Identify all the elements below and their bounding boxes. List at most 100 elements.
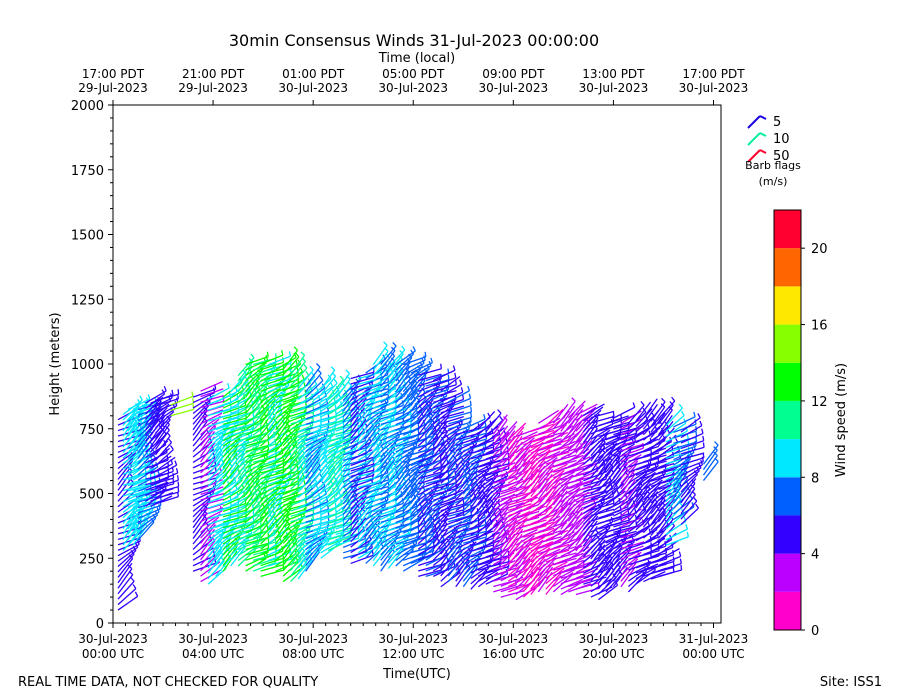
- wind-barb: [372, 380, 395, 393]
- wind-barb: [470, 549, 495, 558]
- wind-barb: [328, 429, 352, 437]
- wind-barb: [402, 388, 418, 409]
- wind-barb: [567, 494, 588, 511]
- wind-barb: [552, 575, 572, 593]
- wind-barb: [568, 456, 591, 468]
- wind-barb: [342, 489, 358, 510]
- wind-barb: [282, 539, 298, 561]
- wind-barb-flag: [679, 558, 682, 564]
- wind-barb-flag: [470, 412, 473, 418]
- wind-barb: [387, 541, 407, 559]
- wind-barb: [538, 541, 562, 550]
- wind-barb: [222, 435, 243, 453]
- wind-barb: [538, 523, 562, 533]
- wind-barb: [305, 380, 324, 398]
- wind-barb: [335, 465, 351, 486]
- wind-barb: [523, 512, 547, 522]
- wind-barb: [395, 415, 419, 426]
- wind-barb: [155, 411, 174, 429]
- wind-barb: [673, 455, 693, 471]
- wind-barb: [650, 401, 666, 422]
- wind-barb: [402, 506, 423, 523]
- barb-profile: [447, 385, 473, 583]
- wind-barb: [410, 550, 434, 559]
- wind-barb: [417, 399, 434, 420]
- wind-barb: [673, 441, 697, 450]
- wind-barb: [290, 472, 310, 490]
- wind-barb: [500, 528, 516, 549]
- wind-barb: [597, 557, 613, 579]
- wind-barb-flag: [288, 351, 292, 357]
- wind-barb: [312, 415, 337, 423]
- wind-barb: [590, 508, 615, 517]
- wind-barb: [530, 521, 554, 530]
- wind-barb: [635, 550, 660, 558]
- wind-barb: [642, 486, 660, 506]
- legend-barb-flag-icon: [759, 149, 767, 154]
- wind-barb: [380, 509, 404, 518]
- wind-barb: [237, 366, 253, 387]
- wind-barb-flag: [244, 400, 247, 406]
- wind-barb: [372, 414, 396, 426]
- wind-barb-flag: [383, 341, 388, 346]
- wind-barb: [402, 416, 424, 431]
- wind-barb: [545, 469, 565, 487]
- wind-barb: [350, 488, 371, 505]
- wind-barb: [440, 527, 460, 544]
- wind-barb: [402, 408, 423, 425]
- wind-barb: [388, 518, 412, 526]
- wind-barb: [260, 513, 276, 534]
- wind-barb: [462, 456, 483, 474]
- wind-barb: [440, 503, 465, 512]
- wind-barb: [447, 442, 464, 463]
- wind-barb: [200, 516, 220, 534]
- wind-barb: [657, 404, 674, 425]
- wind-barb: [350, 419, 367, 439]
- wind-barb: [492, 414, 508, 435]
- wind-barb: [342, 396, 358, 418]
- wind-barb: [387, 369, 404, 390]
- wind-barb: [215, 535, 232, 556]
- wind-barb: [620, 566, 636, 588]
- wind-barb: [222, 422, 247, 431]
- wind-barb: [237, 464, 253, 485]
- wind-barb: [658, 476, 682, 485]
- wind-barb: [537, 554, 558, 571]
- wind-barb: [305, 535, 327, 550]
- wind-barb: [132, 516, 150, 535]
- wind-barb: [478, 565, 501, 577]
- wind-barb: [515, 528, 538, 541]
- x-tick-label-time: 12:00 UTC: [382, 647, 444, 661]
- wind-barb: [590, 527, 611, 544]
- wind-barb: [275, 426, 291, 447]
- wind-barb: [657, 498, 676, 517]
- wind-barb: [628, 564, 651, 577]
- wind-barb-flag: [147, 394, 151, 400]
- wind-barb: [657, 400, 676, 420]
- wind-barb: [402, 362, 425, 376]
- wind-barb: [297, 432, 321, 444]
- wind-barb-flag: [132, 584, 137, 589]
- wind-barb: [425, 518, 441, 539]
- colorbar-tick-label: 8: [811, 471, 819, 486]
- wind-barb: [372, 540, 388, 561]
- wind-barb: [117, 580, 135, 600]
- wind-barb: [137, 500, 162, 509]
- wind-barb: [665, 422, 687, 438]
- wind-barb-flag: [333, 378, 338, 384]
- wind-barb: [425, 503, 442, 523]
- wind-barb: [418, 471, 442, 480]
- wind-barb: [665, 460, 689, 470]
- wind-barb: [560, 565, 585, 574]
- wind-barb: [252, 449, 277, 458]
- wind-barb: [245, 542, 269, 551]
- wind-barb: [230, 453, 246, 474]
- wind-barb: [553, 565, 576, 577]
- wind-barb: [575, 507, 595, 525]
- legend-barb-icon: [747, 149, 761, 163]
- wind-barb: [267, 395, 285, 415]
- wind-barb: [395, 542, 418, 556]
- wind-barb: [462, 480, 479, 501]
- wind-barb-flag: [452, 365, 456, 371]
- barb-profile: [357, 367, 383, 559]
